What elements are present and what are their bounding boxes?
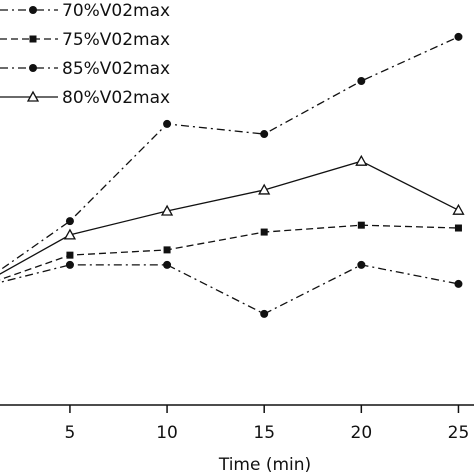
marker — [258, 183, 271, 195]
marker — [260, 130, 269, 139]
marker — [260, 228, 268, 236]
legend-label: 70%V02max — [62, 1, 170, 21]
legend-marker — [29, 35, 37, 43]
marker — [163, 119, 172, 128]
marker — [163, 260, 172, 269]
marker — [160, 204, 174, 216]
legend-label: 75%V02max — [62, 30, 170, 50]
marker — [163, 246, 171, 254]
legend-label: 80%V02max — [62, 88, 170, 108]
x-tick-label: 20 — [351, 423, 373, 443]
legend-label: 85%V02max — [62, 59, 170, 79]
marker — [454, 224, 462, 232]
x-tick-label: 15 — [253, 423, 275, 443]
marker — [452, 203, 465, 215]
marker — [357, 260, 366, 269]
series-line — [0, 160, 459, 275]
legend-marker — [29, 6, 37, 14]
series-line — [0, 264, 459, 315]
marker — [65, 260, 74, 269]
marker — [66, 251, 74, 259]
x-tick-label: 5 — [65, 423, 76, 443]
marker — [355, 154, 368, 166]
x-axis-label: Time (min) — [218, 455, 311, 474]
x-tick-label: 25 — [448, 423, 470, 443]
legend-marker — [26, 90, 40, 102]
marker — [260, 309, 269, 318]
marker — [357, 77, 366, 85]
x-tick-label: 10 — [156, 423, 178, 443]
plot-area — [0, 32, 465, 318]
marker — [454, 32, 463, 41]
marker — [454, 279, 463, 288]
series-line — [0, 224, 459, 281]
marker — [65, 217, 74, 226]
marker — [63, 228, 77, 240]
marker — [357, 221, 365, 229]
legend-marker — [29, 64, 37, 72]
